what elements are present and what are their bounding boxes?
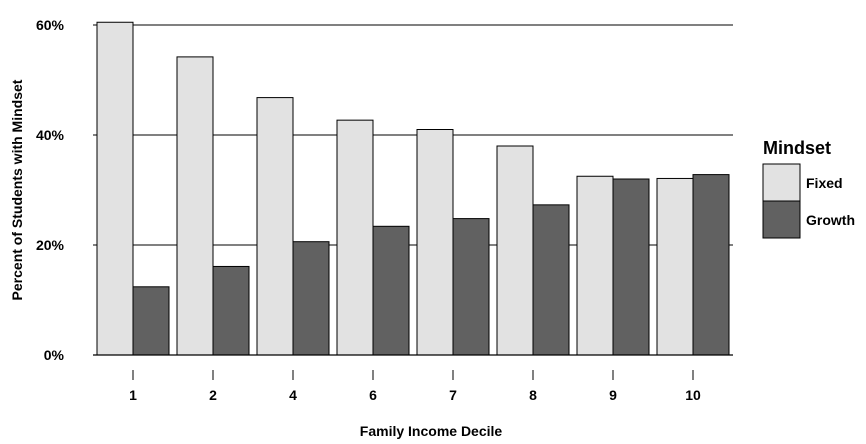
bar-growth-2 [212,265,250,356]
bar-growth-10 [692,174,730,356]
x-tick-label: 8 [529,387,537,403]
legend-swatch-fixed [762,163,801,202]
bar-fixed-2 [176,56,214,356]
x-tick-label: 10 [685,387,701,403]
bar-fixed-9 [576,175,614,356]
bar-fixed-8 [496,145,534,356]
y-tick-label: 40% [36,127,65,143]
bar-growth-8 [532,204,570,356]
x-tick-label: 9 [609,387,617,403]
y-axis-ticks: 0% 20% 40% 60% [36,17,65,363]
bar-fixed-1 [96,21,134,356]
legend: Mindset Fixed Growth [762,138,855,239]
bar-growth-9 [612,178,650,356]
y-tick-label: 20% [36,237,65,253]
x-tick-label: 1 [129,387,137,403]
bar-fixed-4 [256,97,294,356]
y-tick-label: 0% [44,347,65,363]
bar-growth-4 [292,241,330,356]
bar-growth-1 [132,286,170,356]
bar-fixed-6 [336,119,374,356]
bar-growth-7 [452,218,490,356]
legend-label-growth: Growth [806,212,855,228]
legend-label-fixed: Fixed [806,175,843,191]
x-axis-title: Family Income Decile [360,423,503,439]
x-axis-ticks: 1 2 4 6 7 8 9 10 [129,370,701,403]
y-tick-label: 60% [36,17,65,33]
bar-fixed-10 [656,177,694,356]
legend-swatch-growth [762,200,801,239]
y-axis-title: Percent of Students with Mindset [9,79,25,300]
x-tick-label: 4 [289,387,297,403]
x-tick-label: 6 [369,387,377,403]
x-tick-label: 2 [209,387,217,403]
x-tick-label: 7 [449,387,457,403]
bars [96,21,730,356]
legend-items: Fixed Growth [762,163,855,239]
bar-growth-6 [372,225,410,356]
bar-fixed-7 [416,129,454,356]
legend-title: Mindset [763,138,831,158]
